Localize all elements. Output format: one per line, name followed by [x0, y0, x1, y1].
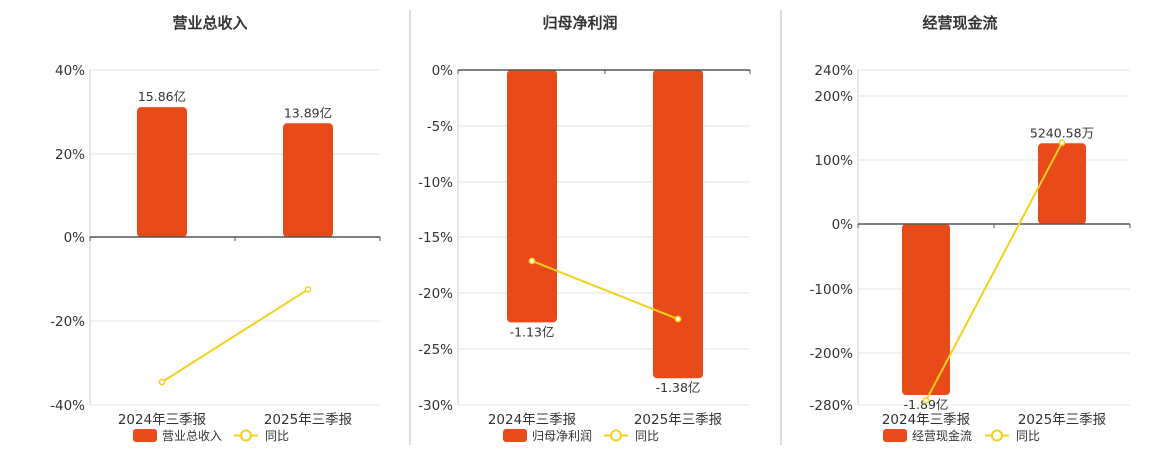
yoy-point [528, 257, 536, 265]
bar-value-label: 5240.58万 [1030, 125, 1094, 140]
chart-title: 营业总收入 [172, 14, 247, 32]
bar-value-label: -1.38亿 [656, 380, 701, 395]
x-category-label: 2025年三季报 [634, 412, 722, 428]
y-tick-label: 20% [55, 147, 85, 163]
y-tick-label: -40% [50, 398, 85, 414]
yoy-line [531, 260, 679, 320]
yoy-point [304, 286, 312, 293]
legend-line-marker [240, 429, 252, 442]
legend-bar-label: 归母净利润 [532, 429, 592, 443]
yoy-line [925, 142, 1063, 401]
legend-line-label: 同比 [1016, 429, 1040, 443]
y-tick-label: 200% [814, 89, 853, 105]
y-tick-label: -200% [810, 346, 854, 362]
chart-title: 归母净利润 [542, 14, 617, 32]
y-tick-label: 0% [832, 217, 854, 233]
bar-value-label: -1.89亿 [904, 397, 949, 412]
y-tick-label: 0% [64, 230, 86, 246]
yoy-point [158, 378, 166, 386]
legend-bar-swatch [503, 429, 527, 442]
bar [137, 107, 187, 238]
y-tick-label: -280% [810, 398, 854, 414]
bar [902, 224, 950, 396]
bar-value-label: 13.89亿 [284, 105, 332, 120]
y-tick-label: 100% [814, 153, 853, 169]
legend-line-marker [610, 429, 622, 442]
legend-line-label: 同比 [265, 429, 289, 443]
legend-bar-label: 营业总收入 [162, 429, 222, 443]
y-tick-label: -100% [810, 282, 854, 298]
y-tick-label: -25% [418, 342, 453, 358]
x-category-label: 2025年三季报 [1018, 412, 1106, 428]
legend-bar-swatch [883, 429, 907, 442]
y-tick-label: 0% [432, 63, 454, 79]
y-tick-label: -10% [418, 175, 453, 191]
y-tick-label: -5% [427, 119, 453, 135]
x-category-label: 2024年三季报 [118, 412, 206, 428]
x-category-label: 2024年三季报 [882, 412, 970, 428]
bar [1038, 143, 1086, 224]
legend-bar-label: 经营现金流 [912, 428, 972, 443]
x-category-label: 2025年三季报 [264, 412, 352, 428]
yoy-point [1058, 139, 1066, 147]
bar [653, 70, 703, 379]
yoy-point [674, 315, 682, 323]
yoy-point [922, 397, 930, 404]
y-tick-label: -15% [418, 230, 453, 246]
bar [283, 123, 333, 237]
chart-panel-1: 营业总收入 40% 20% 0% -20% -40% 15.86亿 13.89亿 2024年三季… [50, 14, 381, 443]
bar-value-label: 15.86亿 [138, 89, 186, 104]
yoy-line [161, 288, 309, 383]
legend-line-label: 同比 [635, 429, 659, 443]
bar [507, 70, 557, 323]
chart-panel-2: 归母净利润 0% -5% -10% -15% -20% -25% -30% -1.13亿 -1.3… [418, 14, 751, 443]
bar-value-label: -1.13亿 [510, 324, 555, 339]
y-tick-label: 240% [814, 63, 853, 79]
y-tick-label: -20% [50, 314, 85, 330]
y-tick-label: -20% [418, 286, 453, 302]
y-tick-label: 40% [55, 63, 85, 79]
chart-title: 经营现金流 [922, 14, 997, 32]
x-category-label: 2024年三季报 [488, 412, 576, 428]
y-tick-label: -30% [418, 398, 453, 414]
legend-line-marker [991, 429, 1003, 442]
chart-panel-3: 经营现金流 240% 200% 100% 0% -100% -200% -280% -1.89亿… [810, 14, 1131, 443]
legend-bar-swatch [133, 429, 157, 442]
